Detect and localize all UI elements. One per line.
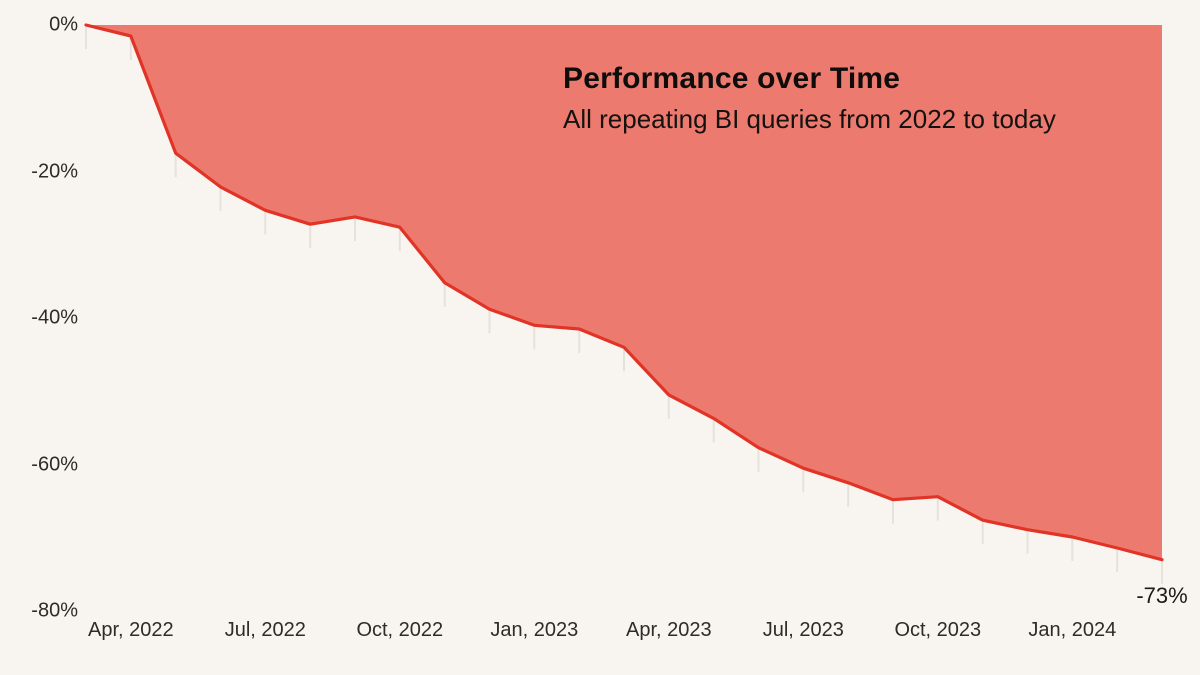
- y-axis-label: 0%: [49, 13, 78, 36]
- end-value-label: -73%: [1136, 583, 1188, 608]
- y-axis-label: -40%: [31, 306, 78, 329]
- x-axis-label: Jan, 2024: [1028, 619, 1117, 641]
- chart-header: Performance over Time All repeating BI q…: [563, 62, 1056, 135]
- x-axis-label: Apr, 2023: [625, 619, 712, 641]
- data-line: [84, 23, 1164, 562]
- x-axis-label: Oct, 2023: [894, 619, 982, 641]
- x-axis-label: Jul, 2022: [224, 619, 306, 641]
- y-axis-label: -60%: [31, 453, 78, 475]
- x-axis-label: Apr, 2022: [87, 619, 174, 641]
- x-axis-label: Jan, 2023: [490, 619, 579, 641]
- x-axis-label: Jul, 2023: [762, 619, 844, 641]
- chart-subtitle: All repeating BI queries from 2022 to to…: [563, 104, 1056, 134]
- area-fill: [86, 25, 1162, 560]
- y-axis-label: -20%: [31, 160, 78, 182]
- chart-title: Performance over Time: [563, 62, 901, 95]
- y-axis-label: -80%: [31, 599, 78, 622]
- x-axis-label: Oct, 2022: [356, 619, 444, 641]
